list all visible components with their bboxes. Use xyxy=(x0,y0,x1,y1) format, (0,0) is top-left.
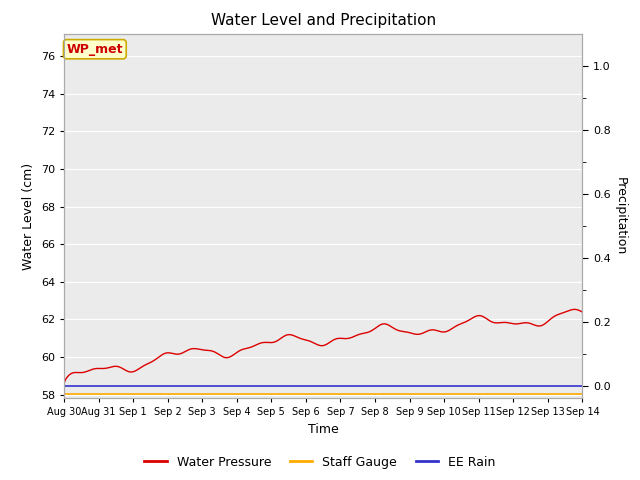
Text: WP_met: WP_met xyxy=(67,43,123,56)
X-axis label: Time: Time xyxy=(308,423,339,436)
Y-axis label: Water Level (cm): Water Level (cm) xyxy=(22,162,35,270)
Title: Water Level and Precipitation: Water Level and Precipitation xyxy=(211,13,436,28)
Legend: Water Pressure, Staff Gauge, EE Rain: Water Pressure, Staff Gauge, EE Rain xyxy=(139,451,501,474)
Y-axis label: Precipitation: Precipitation xyxy=(614,177,627,255)
